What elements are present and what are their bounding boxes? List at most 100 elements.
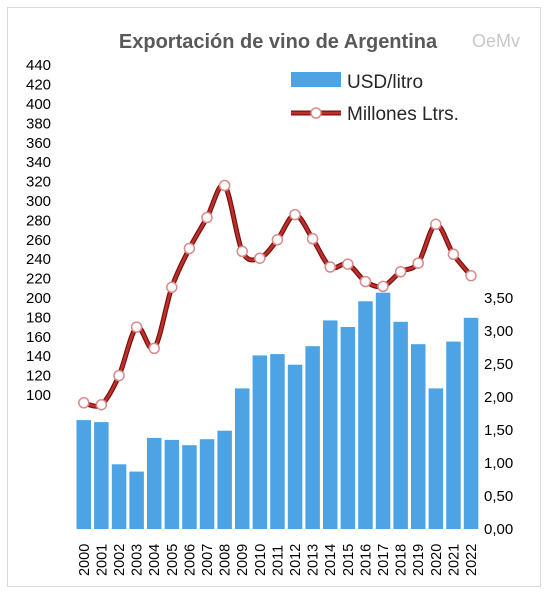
- left-tick-label: 280: [26, 212, 51, 229]
- bar-2021: [446, 341, 461, 529]
- bar-2006: [182, 445, 197, 529]
- x-tick-label: 2003: [130, 544, 146, 576]
- legend: USD/litro Millones Ltrs.: [291, 72, 459, 125]
- point-2004: [148, 342, 160, 355]
- bar-2010: [252, 355, 268, 529]
- right-tick-label: 1,00: [484, 455, 513, 472]
- x-tick-label: 2006: [182, 544, 198, 576]
- bar-2012: [287, 364, 303, 529]
- point-2018: [394, 266, 407, 278]
- point-2001: [95, 398, 108, 411]
- bar-2018: [393, 321, 408, 529]
- bar-2003: [129, 471, 144, 529]
- left-tick-label: 100: [26, 387, 51, 404]
- left-tick-label: 360: [26, 135, 51, 152]
- x-tick-label: 2013: [306, 544, 322, 576]
- point-2012: [289, 208, 301, 221]
- left-tick-label: 300: [26, 193, 51, 210]
- x-tick-label: 2020: [429, 544, 445, 576]
- chart: Exportación de vino de Argentina OeMv 10…: [26, 31, 520, 576]
- point-2007: [201, 211, 213, 224]
- x-tick-label: 2019: [411, 544, 427, 576]
- left-tick-label: 180: [26, 309, 51, 326]
- left-tick-label: 120: [26, 368, 51, 385]
- right-tick-label: 2,50: [484, 356, 513, 373]
- point-2002: [113, 369, 125, 382]
- bar-2007: [199, 439, 215, 529]
- point-2021: [447, 248, 460, 261]
- point-2014: [324, 261, 336, 273]
- point-2010: [254, 252, 266, 264]
- chart-title: Exportación de vino de Argentina: [119, 31, 438, 53]
- right-tick-label: 1,50: [484, 422, 513, 439]
- bar-2020: [428, 388, 444, 529]
- x-tick-label: 2012: [288, 544, 304, 576]
- x-tick-label: 2008: [218, 544, 234, 576]
- bar-2011: [270, 354, 285, 529]
- point-2020: [430, 218, 442, 231]
- bar-2004: [147, 437, 162, 529]
- x-tick-label: 2018: [394, 544, 410, 576]
- x-tick-label: 2021: [446, 544, 462, 576]
- x-tick-label: 2017: [376, 544, 392, 576]
- bar-2019: [411, 344, 426, 529]
- x-tick-label: 2005: [165, 544, 181, 576]
- x-tick-label: 2011: [270, 545, 286, 576]
- point-2016: [359, 275, 372, 288]
- point-2009: [236, 245, 248, 258]
- bar-2002: [111, 464, 127, 529]
- point-2017: [377, 280, 389, 293]
- point-2015: [342, 258, 354, 270]
- bar-2017: [375, 292, 391, 529]
- million-liters-line: [78, 179, 477, 411]
- left-tick-label: 200: [26, 290, 51, 307]
- legend-marker-million-liters: [310, 107, 322, 119]
- bar-2013: [305, 346, 320, 529]
- point-2005: [166, 281, 178, 294]
- left-tick-label: 380: [26, 115, 51, 132]
- x-tick-label: 2001: [94, 544, 110, 576]
- left-tick-label: 440: [26, 57, 51, 74]
- left-tick-label: 320: [26, 174, 51, 191]
- right-tick-label: 3,50: [484, 290, 513, 307]
- oemv-logo: OeMv: [472, 31, 520, 51]
- x-tick-label: 2015: [341, 544, 357, 576]
- point-2019: [412, 257, 424, 269]
- x-tick-label: 2007: [200, 544, 216, 576]
- legend-label-million-liters: Millones Ltrs.: [347, 104, 459, 125]
- legend-label-usd-per-liter: USD/litro: [347, 72, 423, 93]
- left-tick-label: 140: [26, 348, 51, 365]
- point-2000: [78, 397, 90, 409]
- right-tick-label: 2,00: [484, 389, 513, 406]
- left-tick-label: 400: [26, 96, 51, 113]
- x-axis-ticks: 2000 2001 2002 2003 2004 2005 2006 2007 2008 2009…: [77, 544, 480, 576]
- point-2022: [465, 269, 477, 282]
- point-2006: [183, 242, 196, 255]
- left-axis-ticks: 100 120 140 160 180 200 220 240 260 280 300 320 340 3…: [26, 57, 51, 404]
- point-2011: [271, 234, 284, 246]
- x-tick-label: 2004: [147, 544, 163, 576]
- bar-2015: [340, 327, 356, 529]
- left-tick-label: 220: [26, 271, 51, 288]
- bar-2005: [164, 439, 180, 529]
- bar-2014: [323, 320, 338, 529]
- point-2003: [130, 321, 143, 333]
- usd-per-liter-bars: [76, 292, 479, 529]
- left-tick-label: 240: [26, 251, 51, 268]
- x-tick-label: 2014: [323, 544, 339, 576]
- x-tick-label: 2000: [77, 544, 93, 576]
- left-tick-label: 340: [26, 154, 51, 171]
- bar-2016: [358, 301, 373, 529]
- bar-2022: [463, 317, 479, 529]
- chart-frame: Exportación de vino de Argentina OeMv 10…: [7, 7, 541, 587]
- bar-2009: [235, 388, 250, 529]
- point-2013: [306, 233, 319, 245]
- x-tick-label: 2022: [464, 544, 480, 576]
- bar-2001: [94, 422, 109, 529]
- point-2008: [218, 179, 231, 192]
- x-tick-label: 2016: [358, 544, 374, 576]
- x-tick-label: 2010: [253, 544, 269, 576]
- x-tick-label: 2002: [112, 544, 128, 576]
- bar-2000: [76, 420, 91, 529]
- right-tick-label: 0,50: [484, 488, 513, 505]
